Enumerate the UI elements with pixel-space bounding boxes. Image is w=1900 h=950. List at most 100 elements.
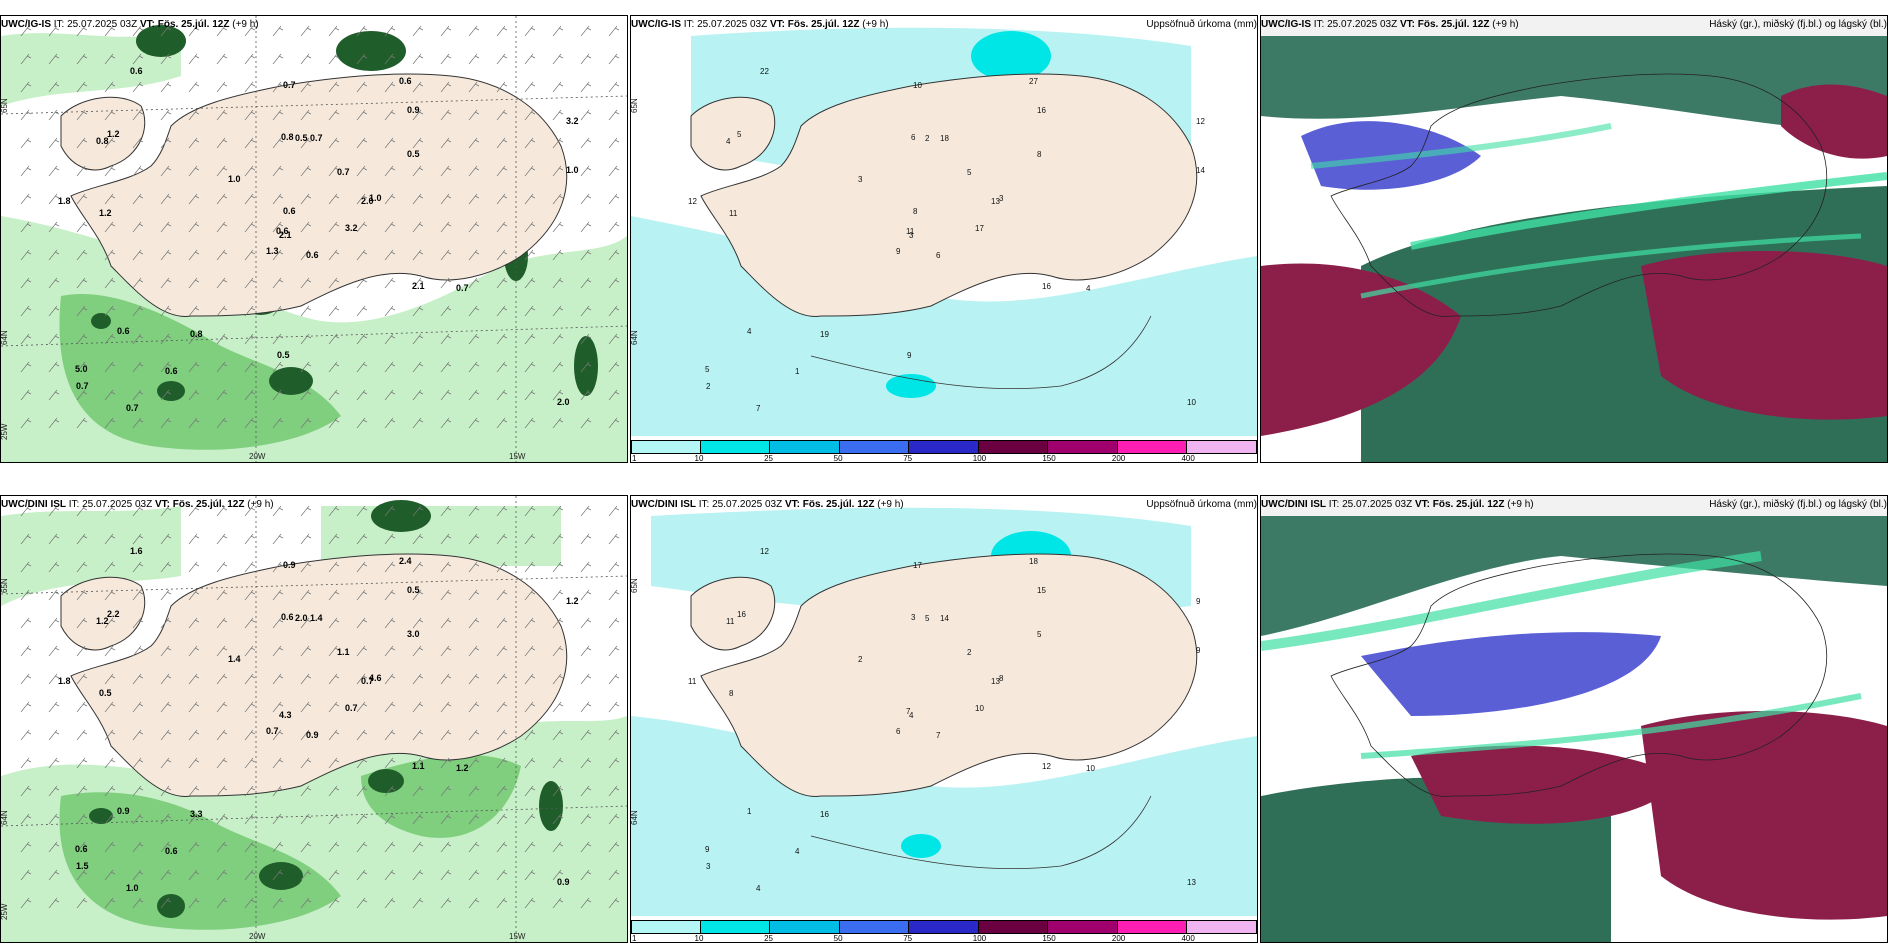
wind-barb [188,841,200,853]
precip-rate-label: 1.8 [58,676,71,686]
wind-barb [132,221,144,233]
wind-barb [272,897,284,909]
wind-barb [216,389,228,401]
wind-barb [300,25,312,37]
wind-barb [160,617,172,629]
wind-barb [20,645,32,657]
accum-label: 9 [705,845,710,854]
wind-barb [188,813,200,825]
wind-barb [356,645,368,657]
precip-rate-label: 0.7 [266,726,279,736]
accum-label: 2 [858,655,863,664]
panel-precip-rate-row2[interactable]: UWC/DINI ISL IT: 25.07.2025 03Z VT: Fös.… [0,495,628,943]
panel-cloud-cover-row2[interactable]: UWC/DINI ISL IT: 25.07.2025 03Z VT: Fös.… [1260,495,1888,943]
wind-barb [328,617,340,629]
wind-barb [132,561,144,573]
precip-rate-label: 0.5 [99,688,112,698]
wind-barb [76,137,88,149]
wind-barb [496,673,508,685]
wind-barb [552,869,564,881]
colorbar-swatch [1117,920,1188,934]
wind-barb [272,361,284,373]
panel-accum-precip-row2[interactable]: UWC/DINI ISL IT: 25.07.2025 03Z VT: Fös.… [630,495,1258,943]
wind-barb [580,533,592,545]
wind-barb [412,757,424,769]
wind-barb [440,869,452,881]
wind-barb [328,869,340,881]
accum-label: 5 [967,168,972,177]
wind-barb [76,333,88,345]
accum-label: 4 [756,884,761,893]
model-name: UWC/IG-IS [1,19,51,30]
wind-barb [20,589,32,601]
wind-barb [76,417,88,429]
wind-barb [20,417,32,429]
wind-barb [160,81,172,93]
wind-barb [412,869,424,881]
wind-barb [132,25,144,37]
precip-rate-label: 1.3 [266,246,279,256]
wind-barb [160,785,172,797]
wind-barb [328,221,340,233]
wind-barb [244,701,256,713]
wind-barb [300,361,312,373]
panel-precip-rate-row1[interactable]: UWC/IG-IS IT: 25.07.2025 03Z VT: Fös. 25… [0,15,628,463]
wind-barb [468,109,480,121]
wind-barb [300,277,312,289]
precip-rate-label: 0.7 [361,676,374,686]
wind-barb [580,617,592,629]
wind-barb [244,417,256,429]
wind-barb [244,389,256,401]
wind-barb [412,53,424,65]
wind-barb [132,533,144,545]
precip-rate-label: 0.6 [117,326,130,336]
wind-barb [216,109,228,121]
wind-barbs [20,505,620,909]
wind-barb [580,25,592,37]
wind-barb [216,701,228,713]
wind-barb [468,221,480,233]
wind-barb [524,701,536,713]
wind-barb [300,193,312,205]
wind-barb [216,361,228,373]
wind-barb [440,589,452,601]
wind-barb [76,193,88,205]
wind-barb [524,729,536,741]
accum-label: 13 [1187,878,1196,887]
wind-barb [272,589,284,601]
wind-barb [48,109,60,121]
wind-barb [328,53,340,65]
wind-barb [300,165,312,177]
wind-barb [272,221,284,233]
wind-barb [468,701,480,713]
wind-barb [412,277,424,289]
wind-barb [468,53,480,65]
wind-barb [496,701,508,713]
wind-barb [48,757,60,769]
wind-barb [272,701,284,713]
wind-barb [76,589,88,601]
wind-barb [468,589,480,601]
wind-barb [356,673,368,685]
wind-barb [20,221,32,233]
wind-barb [104,417,116,429]
accum-label: 9 [896,247,901,256]
wind-barb [328,249,340,261]
wind-barb [356,221,368,233]
accum-label: 11 [729,209,738,218]
panel-accum-precip-row1[interactable]: UWC/IG-IS IT: 25.07.2025 03Z VT: Fös. 25… [630,15,1258,463]
wind-barb [384,221,396,233]
wind-barb [440,617,452,629]
wind-barb [468,813,480,825]
wind-barb [440,505,452,517]
panel-cloud-cover-row1[interactable]: UWC/IG-IS IT: 25.07.2025 03Z VT: Fös. 25… [1260,15,1888,463]
wind-barb [524,505,536,517]
wind-barb [468,897,480,909]
wind-barb [104,869,116,881]
wind-barb [76,389,88,401]
accum-label: 3 [858,175,863,184]
wind-barb [272,333,284,345]
wind-barb [272,729,284,741]
panel-title: Háský (gr.), miðský (fj.bl.) og lágský (… [1709,499,1887,510]
wind-barb [272,53,284,65]
